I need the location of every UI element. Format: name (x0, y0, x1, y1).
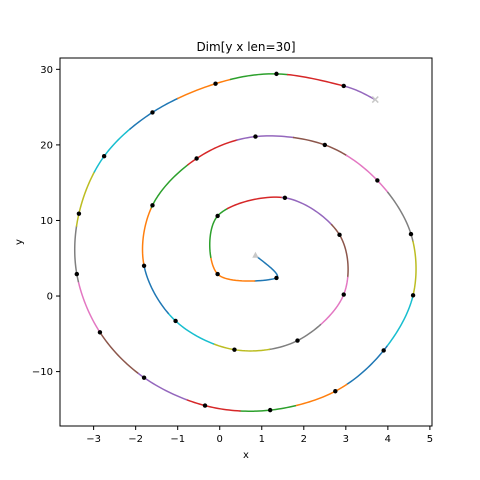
series-line-segment (236, 135, 295, 141)
series-line-segment (330, 223, 349, 279)
series-line-segment (294, 383, 348, 407)
y-tick-label: −10 (32, 367, 53, 378)
series-line-segment (253, 254, 279, 282)
series-line-segment (386, 296, 414, 348)
series-line-segment (142, 262, 170, 315)
data-point (337, 232, 342, 238)
plot-area (73, 71, 417, 413)
start-marker (252, 251, 259, 258)
series-line-segment (210, 256, 256, 282)
series-line-segment (209, 207, 229, 259)
data-point (267, 407, 273, 413)
series-line-segment (411, 240, 417, 299)
data-point (97, 330, 103, 335)
series-line-segment (177, 78, 232, 100)
data-point (74, 271, 80, 277)
series-layer (73, 73, 417, 412)
end-marker (371, 96, 379, 104)
series-line-segment (99, 331, 139, 374)
data-point (76, 211, 82, 216)
series-line-segment (345, 154, 389, 194)
y-tick-label: 30 (40, 65, 53, 76)
series-line-segment (212, 343, 271, 352)
series-line-segment (141, 206, 153, 265)
series-line-segment (342, 85, 376, 101)
y-tick-label: 10 (40, 216, 53, 227)
y-axis-label: y (14, 239, 25, 245)
x-tick-label: 3 (343, 434, 349, 445)
data-point (215, 213, 220, 219)
marker-layer (74, 71, 416, 413)
data-point (410, 293, 416, 298)
data-point (194, 156, 199, 161)
series-line-segment (292, 136, 348, 157)
series-line-segment (286, 73, 345, 87)
data-point (173, 318, 178, 324)
x-axis-label: x (243, 450, 249, 461)
data-point (274, 275, 279, 281)
data-point (375, 178, 380, 183)
data-point (141, 375, 147, 380)
data-point (381, 348, 386, 353)
series-line-segment (319, 276, 349, 326)
data-point (150, 110, 155, 115)
y-axis: −10 0 10 20 30 (32, 65, 60, 378)
x-tick-label: 0 (217, 434, 223, 445)
y-tick-label: 20 (40, 140, 53, 151)
data-point (274, 71, 279, 77)
data-point (232, 347, 237, 352)
chart-title: Dim[y x len=30] (196, 40, 295, 54)
series-line-segment (93, 128, 131, 173)
x-tick-label: −3 (86, 434, 101, 445)
x-tick-label: 1 (259, 434, 265, 445)
data-point (341, 292, 346, 297)
series-line-segment (239, 404, 297, 412)
series-line-segment (346, 345, 388, 386)
series-line-segment (75, 171, 96, 227)
series-line-segment (226, 196, 284, 210)
axes-frame (59, 57, 433, 427)
data-point (408, 231, 414, 237)
data-point (282, 195, 288, 200)
x-tick-label: 4 (385, 434, 391, 445)
data-point (141, 263, 147, 268)
data-point (202, 403, 208, 408)
series-line-segment (77, 280, 101, 334)
data-point (341, 83, 346, 89)
y-tick-label: 0 (47, 292, 53, 303)
x-tick-label: 2 (301, 434, 307, 445)
x-axis: −3 −2 −1 0 1 2 3 4 5 (86, 426, 433, 445)
data-point (322, 142, 328, 148)
data-point (295, 338, 300, 343)
series-line-segment (281, 196, 333, 226)
series-line-segment (150, 163, 189, 209)
data-point (101, 154, 107, 159)
data-point (150, 203, 155, 208)
data-point (215, 271, 220, 277)
data-point (213, 81, 218, 86)
x-tick-label: −2 (128, 434, 143, 445)
x-tick-label: −1 (170, 434, 185, 445)
x-tick-label: 5 (427, 434, 433, 445)
data-point (253, 134, 258, 139)
series-line-segment (185, 398, 241, 412)
data-point (333, 389, 338, 394)
